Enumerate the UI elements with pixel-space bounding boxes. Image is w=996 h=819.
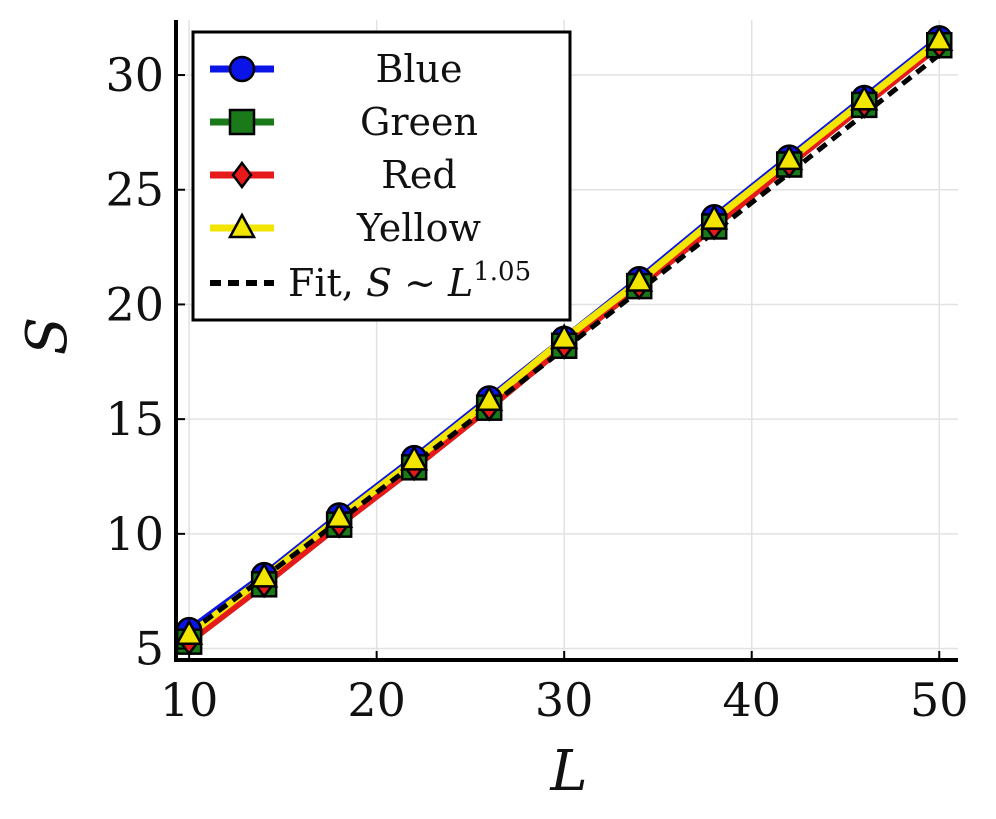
y-tick-label: 30: [105, 48, 164, 102]
x-tick-label: 10: [160, 673, 219, 727]
legend-box: [191, 30, 572, 322]
data-point-yellow: [475, 385, 504, 412]
data-point-yellow: [775, 144, 804, 171]
y-axis-title: S: [15, 317, 80, 355]
data-point-yellow: [925, 25, 954, 51]
y-tick-label: 10: [105, 507, 164, 561]
data-point-yellow: [625, 265, 654, 292]
x-tick-label: 20: [347, 673, 406, 727]
data-point-yellow: [250, 561, 279, 588]
data-point-yellow: [700, 203, 729, 230]
legend-label-red: Red: [381, 153, 456, 197]
x-tick-label: 50: [910, 673, 969, 727]
y-tick-label: 15: [105, 392, 164, 446]
y-tick-label: 25: [105, 163, 164, 217]
y-tick-label: 20: [105, 277, 164, 331]
x-axis-title: L: [549, 739, 587, 804]
legend-marker-red: [231, 160, 253, 190]
x-tick-label: 40: [722, 673, 781, 727]
legend-label-green: Green: [360, 100, 478, 144]
legend-marker-yellow: [227, 212, 257, 239]
axes: [174, 20, 958, 662]
legend-marker-blue: [228, 55, 256, 83]
data-point-yellow: [325, 502, 354, 529]
series-layer: [175, 25, 954, 656]
legend: Blue Green Red Yellow Fit, S ∼ L1.05: [191, 30, 572, 322]
legend-label-fit: Fit, S ∼ L1.05: [288, 257, 531, 305]
data-point-yellow: [175, 619, 204, 646]
legend-label-yellow: Yellow: [356, 206, 481, 250]
data-point-yellow: [400, 444, 429, 471]
data-point-yellow: [850, 84, 879, 111]
legend-marker-green: [228, 108, 256, 136]
legend-label-blue: Blue: [375, 47, 462, 91]
x-tick-label: 30: [535, 673, 594, 727]
data-point-yellow: [550, 323, 579, 350]
y-tick-label: 5: [135, 622, 164, 676]
